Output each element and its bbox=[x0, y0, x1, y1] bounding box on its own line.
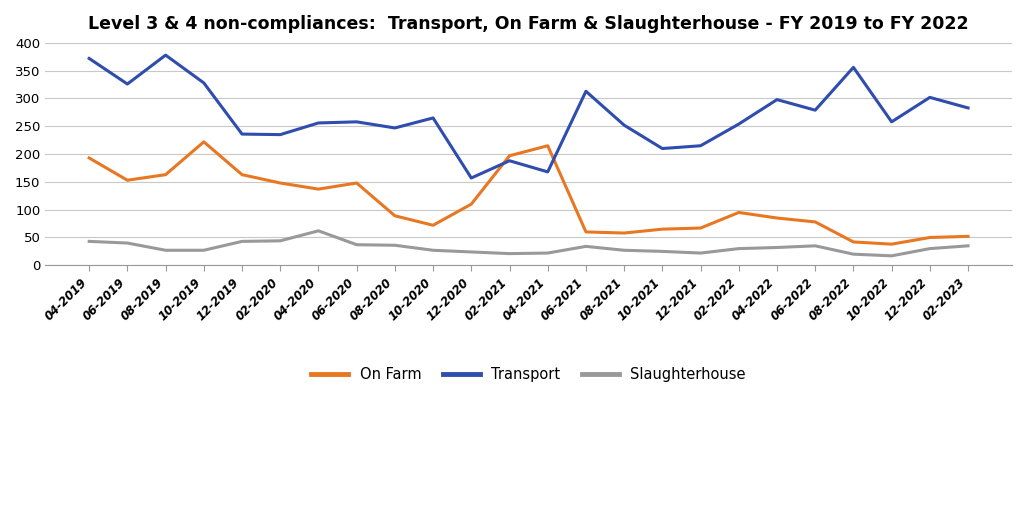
Slaughterhouse bbox=[656, 248, 669, 255]
On Farm bbox=[694, 225, 707, 231]
Legend: On Farm, Transport, Slaughterhouse: On Farm, Transport, Slaughterhouse bbox=[306, 362, 752, 388]
Transport bbox=[847, 64, 860, 70]
Transport bbox=[465, 175, 478, 181]
Transport bbox=[236, 131, 249, 137]
Slaughterhouse bbox=[923, 245, 936, 252]
Slaughterhouse bbox=[312, 228, 325, 234]
Slaughterhouse bbox=[197, 247, 210, 253]
Transport bbox=[350, 118, 363, 125]
Title: Level 3 & 4 non-compliances:  Transport, On Farm & Slaughterhouse - FY 2019 to F: Level 3 & 4 non-compliances: Transport, … bbox=[88, 15, 968, 33]
Slaughterhouse bbox=[350, 242, 363, 248]
Line: Slaughterhouse: Slaughterhouse bbox=[89, 231, 968, 256]
On Farm bbox=[236, 172, 249, 178]
On Farm bbox=[465, 201, 478, 207]
Transport bbox=[121, 81, 134, 87]
Slaughterhouse bbox=[427, 247, 440, 253]
Slaughterhouse bbox=[541, 250, 554, 256]
On Farm bbox=[503, 152, 516, 159]
Slaughterhouse bbox=[962, 243, 975, 249]
Slaughterhouse bbox=[83, 238, 96, 244]
Slaughterhouse bbox=[580, 243, 593, 250]
Slaughterhouse bbox=[236, 238, 249, 244]
Slaughterhouse bbox=[732, 245, 745, 252]
On Farm bbox=[885, 241, 898, 247]
Slaughterhouse bbox=[618, 247, 631, 253]
Transport bbox=[580, 88, 593, 94]
Transport bbox=[312, 120, 325, 126]
On Farm bbox=[809, 219, 822, 225]
Transport bbox=[83, 55, 96, 62]
Transport bbox=[541, 169, 554, 175]
Transport bbox=[618, 122, 631, 128]
On Farm bbox=[83, 155, 96, 161]
On Farm bbox=[847, 239, 860, 245]
Slaughterhouse bbox=[121, 240, 134, 246]
Transport bbox=[809, 107, 822, 113]
Transport bbox=[962, 105, 975, 111]
On Farm bbox=[350, 180, 363, 186]
Transport bbox=[159, 52, 172, 58]
Transport bbox=[388, 125, 401, 131]
On Farm bbox=[580, 229, 593, 235]
Transport bbox=[771, 97, 784, 103]
Transport bbox=[656, 146, 669, 152]
On Farm bbox=[656, 226, 669, 232]
On Farm bbox=[732, 209, 745, 216]
Transport bbox=[923, 94, 936, 101]
Transport bbox=[197, 80, 210, 86]
Slaughterhouse bbox=[274, 238, 287, 244]
On Farm bbox=[388, 212, 401, 219]
Line: On Farm: On Farm bbox=[89, 142, 968, 244]
On Farm bbox=[159, 172, 172, 178]
Slaughterhouse bbox=[694, 250, 707, 256]
Transport bbox=[885, 118, 898, 125]
On Farm bbox=[923, 234, 936, 241]
Slaughterhouse bbox=[885, 253, 898, 259]
Slaughterhouse bbox=[159, 247, 172, 253]
Slaughterhouse bbox=[503, 251, 516, 257]
Slaughterhouse bbox=[809, 243, 822, 249]
Transport bbox=[274, 132, 287, 138]
On Farm bbox=[618, 230, 631, 236]
On Farm bbox=[427, 222, 440, 229]
On Farm bbox=[771, 215, 784, 221]
On Farm bbox=[121, 177, 134, 183]
On Farm bbox=[197, 139, 210, 145]
Transport bbox=[503, 158, 516, 164]
On Farm bbox=[312, 186, 325, 192]
Slaughterhouse bbox=[465, 249, 478, 255]
Transport bbox=[694, 143, 707, 149]
On Farm bbox=[541, 143, 554, 149]
Transport bbox=[427, 115, 440, 121]
Line: Transport: Transport bbox=[89, 55, 968, 178]
On Farm bbox=[274, 180, 287, 186]
Slaughterhouse bbox=[771, 244, 784, 251]
On Farm bbox=[962, 233, 975, 240]
Transport bbox=[732, 121, 745, 127]
Slaughterhouse bbox=[847, 251, 860, 257]
Slaughterhouse bbox=[388, 242, 401, 248]
